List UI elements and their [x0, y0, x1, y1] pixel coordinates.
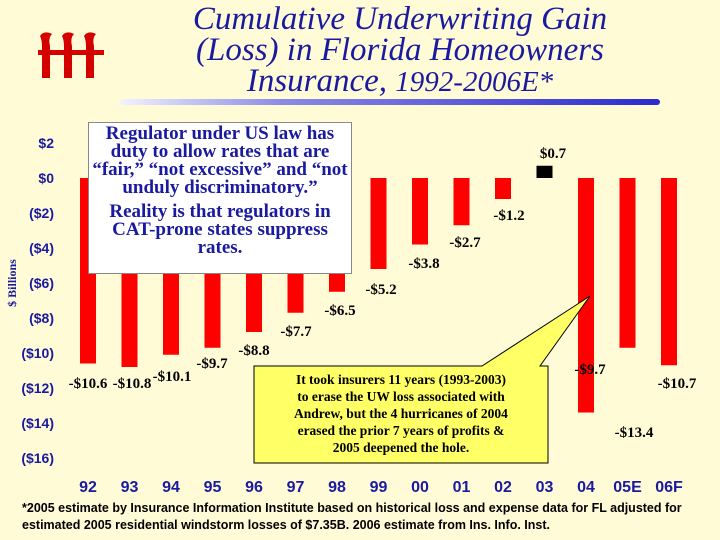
bar: [453, 178, 470, 226]
data-label: -$10.1: [153, 369, 192, 385]
bar: [619, 178, 636, 348]
x-tick-label: 92: [79, 479, 97, 496]
x-tick-label: 99: [370, 479, 388, 496]
y-tick-label: ($2): [29, 205, 54, 221]
data-label: -$7.7: [280, 324, 312, 340]
data-label: -$8.8: [238, 343, 269, 359]
x-tick-label: 05E: [613, 479, 642, 496]
data-label: -$10.7: [658, 376, 697, 392]
data-label: -$9.7: [574, 362, 606, 378]
insurers-callout-line: to erase the UW loss associated with: [297, 389, 505, 404]
iii-logo-icon: [38, 32, 104, 78]
title-line-1: Cumulative Underwriting Gain: [192, 1, 608, 37]
regulator-callout: Regulator under US law has duty to allow…: [88, 122, 352, 274]
y-axis-label: $ Billions: [5, 259, 19, 307]
title-line-3: Insurance, 1992-2006E*: [120, 63, 680, 99]
data-label: -$10.6: [69, 376, 108, 392]
data-label: -$9.7: [196, 356, 228, 372]
y-tick-label: ($12): [21, 380, 54, 396]
bar: [495, 178, 511, 199]
title-line-2: (Loss) in Florida Homeowners: [196, 32, 604, 68]
insurers-callout: [253, 295, 591, 464]
data-label: -$6.5: [324, 303, 355, 319]
bar: [370, 178, 387, 269]
x-tick-label: 01: [453, 479, 471, 496]
insurers-callout-line: It took insurers 11 years (1993-2003): [296, 372, 506, 387]
insurers-callout-line: 2005 deepened the hole.: [333, 440, 470, 455]
bar: [536, 165, 553, 178]
data-label: $0.7: [540, 146, 567, 162]
x-tick-label: 94: [162, 479, 180, 496]
data-label: -$2.7: [449, 235, 481, 251]
bar: [661, 178, 677, 366]
x-tick-label: 06F: [655, 479, 683, 496]
regulator-callout-text-2: Reality is that regulators in CAT-prone …: [109, 201, 331, 258]
bar: [412, 178, 428, 245]
x-tick-label: 98: [328, 479, 346, 496]
chart-title: Cumulative Underwriting Gain (Loss) in F…: [120, 1, 680, 99]
data-label: -$1.2: [493, 208, 524, 224]
data-label: -$3.8: [408, 256, 439, 272]
x-tick-label: 03: [536, 479, 554, 496]
y-tick-label: $2: [38, 135, 54, 151]
x-tick-label: 95: [204, 479, 222, 496]
bar: [578, 178, 594, 413]
y-tick-label: ($14): [21, 415, 54, 431]
x-tick-label: 02: [494, 479, 512, 496]
y-tick-label: ($6): [29, 275, 54, 291]
x-tick-label: 00: [411, 479, 429, 496]
insurers-callout-line: Andrew, but the 4 hurricanes of 2004: [294, 406, 508, 421]
y-tick-label: ($10): [21, 345, 54, 361]
title-underline: [120, 99, 660, 105]
insurers-callout-line: erased the prior 7 years of profits &: [298, 423, 505, 438]
y-tick-label: ($4): [29, 240, 54, 256]
data-label: -$5.2: [365, 282, 396, 298]
footnote: *2005 estimate by Insurance Information …: [22, 501, 682, 532]
y-tick-label: $0: [38, 170, 54, 186]
y-tick-label: ($8): [29, 310, 54, 326]
y-tick-label: ($16): [21, 450, 54, 466]
regulator-callout-text-1: Regulator under US law has duty to allow…: [92, 123, 348, 198]
x-tick-label: 93: [121, 479, 139, 496]
data-label: -$13.4: [615, 425, 654, 441]
title-years: 1992-2006E*: [395, 66, 554, 98]
x-tick-label: 04: [577, 479, 595, 496]
data-label: -$10.8: [113, 376, 152, 392]
title-line-3-text: Insurance,: [246, 63, 388, 99]
x-tick-label: 96: [245, 479, 263, 496]
x-tick-label: 97: [287, 479, 305, 496]
